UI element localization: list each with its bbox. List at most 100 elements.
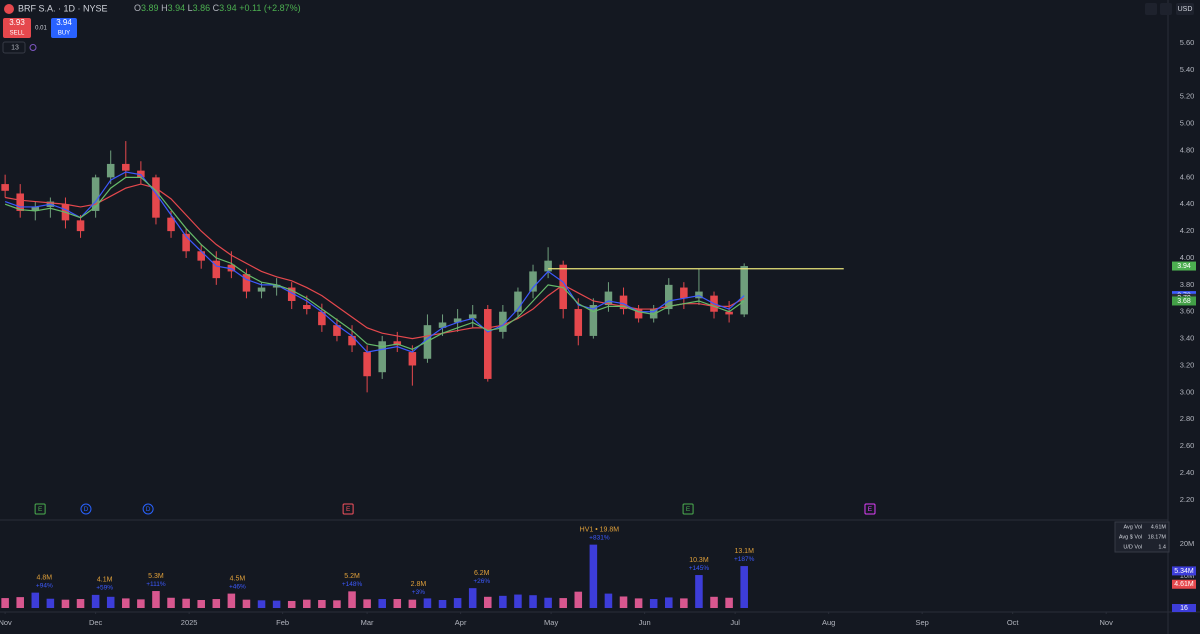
volume-bar [604, 593, 613, 608]
candle-body [167, 217, 175, 232]
candle-body [257, 287, 266, 292]
candle-body [544, 260, 552, 272]
volume-change: +46% [229, 583, 246, 590]
volume-change: +148% [342, 581, 363, 588]
candle-body [453, 318, 462, 323]
y-tick-label: 3.00 [1180, 387, 1195, 396]
volume-change: +94% [36, 582, 53, 589]
event-marker [80, 503, 92, 515]
candle-body [1, 184, 9, 191]
volume-bar [91, 594, 100, 608]
event-marker [342, 503, 354, 515]
indicator-count: 13 [11, 44, 19, 51]
volume-bar [680, 598, 688, 608]
y-tick-label: 4.80 [1180, 145, 1195, 154]
volume-change: +187% [734, 556, 755, 563]
y-tick-label: 3.40 [1180, 334, 1195, 343]
stat-value: 18.17M [1148, 534, 1167, 540]
down-button[interactable] [1145, 3, 1157, 15]
stat-label: Avg $ Vol [1119, 534, 1142, 540]
stat-label: Avg Vol [1123, 524, 1142, 530]
candle-body [122, 163, 130, 171]
candle-body [363, 352, 371, 377]
volume-bar [574, 591, 583, 608]
volume-bar [378, 599, 386, 608]
candle-body [680, 287, 688, 299]
y-tick-label: 3.80 [1180, 280, 1195, 289]
ohlc-value: 3.89 [141, 3, 159, 13]
volume-bar [76, 599, 85, 608]
buy-price: 3.94 [56, 18, 72, 27]
candle-body [438, 322, 447, 328]
moving-average [4, 176, 745, 351]
spread: 0.01 [35, 26, 47, 32]
ohlc-label: C [213, 3, 220, 13]
candle-body [318, 311, 326, 326]
buy-button[interactable] [51, 18, 77, 38]
candle-body [137, 170, 145, 178]
volume-bar [257, 600, 266, 608]
event-label: E [868, 506, 873, 513]
volume-bar [137, 599, 145, 608]
symbol[interactable]: BRF S.A. · 1D · NYSE [18, 3, 108, 13]
count-box [1172, 604, 1196, 612]
volume-bar [46, 598, 55, 608]
volume-annotation: 5.3M [148, 573, 164, 580]
volume-tick-label: 10M [1180, 571, 1195, 580]
volume-bar [559, 598, 567, 608]
volume-bar [272, 600, 281, 608]
x-tick-label: May [544, 618, 558, 627]
sell-price: 3.93 [9, 18, 25, 27]
ohlc-value: 3.94 [219, 3, 237, 13]
volume-change: +3% [412, 589, 425, 596]
indicators-toggle[interactable] [2, 41, 26, 54]
price-label-box [1172, 296, 1196, 306]
indicator-icon[interactable] [29, 44, 37, 51]
candle-body [695, 291, 703, 299]
y-tick-label: 4.60 [1180, 172, 1195, 181]
sync-button[interactable] [1160, 3, 1172, 15]
volume-bar [634, 598, 643, 608]
volume-bar [182, 598, 190, 608]
candle-body [197, 251, 205, 261]
y-tick-label: 5.20 [1180, 92, 1195, 101]
volume-bar [242, 599, 251, 608]
symbol-logo [4, 4, 14, 14]
y-tick-label: 4.00 [1180, 253, 1195, 262]
volume-label: 4.61M [1174, 581, 1194, 588]
volume-bar [227, 593, 236, 608]
sell-button[interactable] [3, 18, 31, 38]
candle-body [106, 163, 115, 178]
ohlc: O3.89 H3.94 L3.86 C3.94 +0.11 (+2.87%) [134, 3, 301, 13]
currency-button[interactable] [1176, 3, 1194, 15]
volume-annotation: 13.1M [734, 548, 754, 555]
volume-bar [152, 591, 160, 608]
candle-body [725, 311, 733, 315]
count-label: 16 [1180, 605, 1188, 612]
stat-value: 4.61M [1151, 524, 1167, 530]
candle-body [303, 305, 311, 310]
volume-bar [468, 588, 477, 608]
x-tick-label: Apr [455, 618, 467, 627]
candle-body [514, 291, 522, 312]
volume-bar [695, 575, 703, 608]
candle-body [529, 271, 537, 292]
candle-body [634, 309, 643, 319]
volume-bar [212, 599, 221, 608]
volume-label-box [1172, 566, 1196, 576]
volume-bar [740, 566, 748, 608]
y-tick-label: 4.40 [1180, 199, 1195, 208]
y-tick-label: 5.00 [1180, 119, 1195, 128]
volume-bar [438, 600, 447, 608]
x-tick-label: Feb [276, 618, 289, 627]
x-tick-label: Nov [0, 618, 12, 627]
event-marker [864, 503, 876, 515]
volume-bar [619, 596, 628, 608]
candle-body [333, 325, 341, 336]
event-label: D [146, 506, 151, 513]
x-tick-label: Aug [822, 618, 835, 627]
y-tick-label: 2.80 [1180, 414, 1195, 423]
ohlc-label: O [134, 3, 141, 13]
stat-value: 1.4 [1158, 544, 1166, 550]
